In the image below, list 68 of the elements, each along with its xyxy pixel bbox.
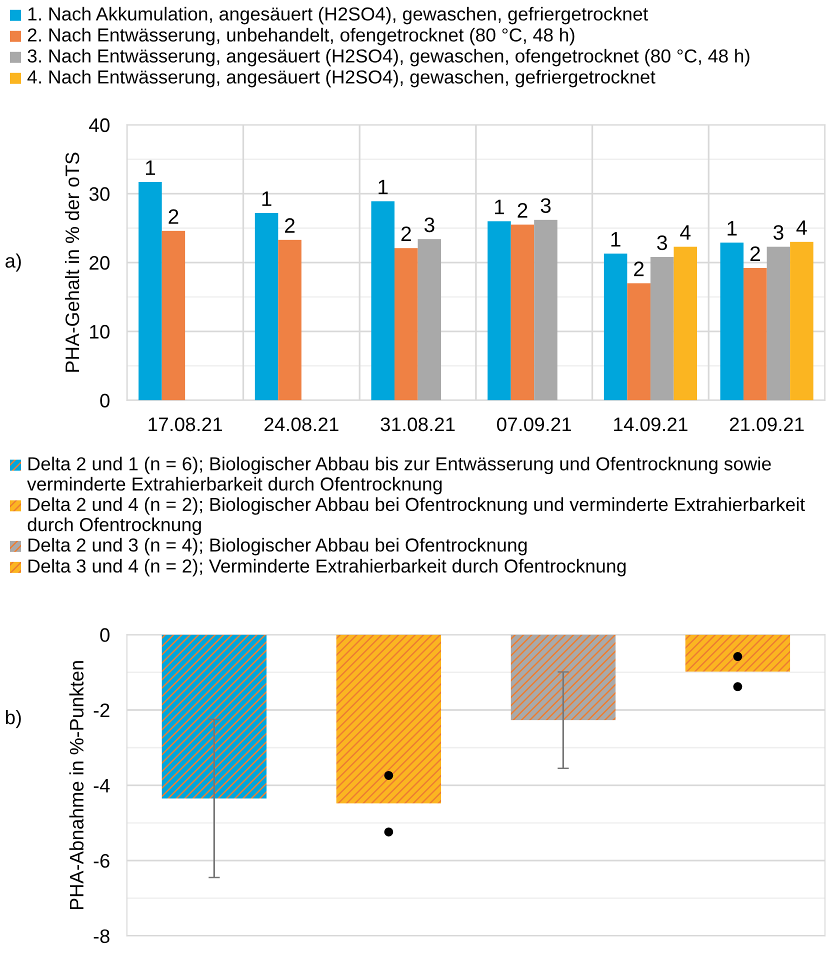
annotation: 2 <box>634 262 644 276</box>
point <box>384 827 394 836</box>
y-axis-title: PHA-Gehalt in % der oTS <box>64 152 80 372</box>
bar <box>744 268 767 400</box>
annotation: 1 <box>146 160 155 175</box>
bar <box>278 240 302 400</box>
annotation: 3 <box>657 235 667 250</box>
bar <box>766 246 790 400</box>
y-tick-label: 10 <box>90 324 110 339</box>
y-tick-label: 0 <box>100 394 110 408</box>
bar <box>604 254 628 400</box>
bar <box>674 246 697 400</box>
annotation: 2 <box>401 226 411 241</box>
legend-label: 1. Nach Akkumulation, angesäuert (H2SO4), gewaschen, gefriergetrocknet <box>28 6 648 24</box>
y-tick-label: -6 <box>94 854 110 868</box>
annotation: 1 <box>495 200 504 214</box>
bar <box>371 201 395 400</box>
text: b) <box>6 710 21 728</box>
y-tick-label: 0 <box>100 628 110 642</box>
bar <box>534 220 558 400</box>
annotation: 2 <box>285 218 295 233</box>
bar <box>790 242 814 400</box>
annotation: 3 <box>424 217 434 232</box>
bar <box>510 224 534 400</box>
bar <box>650 257 674 400</box>
bar <box>418 239 442 400</box>
annotation: 4 <box>796 220 807 235</box>
annotation: 4 <box>680 225 691 240</box>
x-tick-label: 24.08.21 <box>264 417 338 432</box>
y-tick-label: 40 <box>89 118 110 132</box>
legend-label: Delta 2 und 3 (n = 4); Biologischer Abbau bei Ofentrocknung <box>28 538 527 556</box>
annotation: 2 <box>168 209 178 224</box>
annotation: 3 <box>773 225 784 240</box>
annotation: 2 <box>750 246 760 261</box>
point <box>733 652 742 662</box>
x-tick-label: 21.09.21 <box>730 417 804 432</box>
annotation: 1 <box>378 180 388 194</box>
y-tick-label: -4 <box>94 778 110 792</box>
bar <box>488 221 511 400</box>
legend-label: Delta 3 und 4 (n = 2); Verminderte Extrahierbarkeit durch Ofentrocknung <box>28 558 626 576</box>
annotation: 3 <box>540 198 551 213</box>
bar <box>254 212 278 400</box>
annotation: 1 <box>262 192 272 206</box>
annotation: 1 <box>728 221 737 236</box>
y-axis-title: PHA-Abnahme in %-Punkten <box>69 661 84 910</box>
text: a) <box>6 253 21 272</box>
legend-label: 4. Nach Entwässerung, angesäuert (H2SO4), gewaschen, gefriergetrocknet <box>27 70 656 88</box>
point <box>733 682 742 692</box>
bar <box>627 283 650 400</box>
y-tick-label: -2 <box>94 703 110 718</box>
x-tick-label: 14.09.21 <box>614 417 688 432</box>
bar <box>138 182 162 400</box>
bar <box>162 230 186 400</box>
annotation: 1 <box>611 232 620 246</box>
legend-label: 3. Nach Entwässerung, angesäuert (H2SO4), gewaschen, ofengetrocknet (80 °C, 48 h) <box>28 48 750 66</box>
y-tick-label: -8 <box>94 929 110 944</box>
y-tick-label: 30 <box>89 187 110 201</box>
annotation: 2 <box>518 203 528 218</box>
legend-label: Delta 2 und 1 (n = 6); Biologischer Abbau bis zur Entwässerung und Ofentrocknung sowie verminderte Extrahierbarkeit durch Ofentrocknung <box>27 456 771 494</box>
x-tick-label: 07.09.21 <box>497 417 572 432</box>
x-tick-label: 31.08.21 <box>380 417 455 432</box>
bar <box>394 248 418 400</box>
bar <box>720 242 744 400</box>
y-tick-label: 20 <box>90 256 110 270</box>
x-tick-label: 17.08.21 <box>148 417 222 432</box>
legend-label: 2. Nach Entwässerung, unbehandelt, ofengetrocknet (80 °C, 48 h) <box>28 28 574 46</box>
point <box>384 770 394 780</box>
legend-label: Delta 2 und 4 (n = 2); Biologischer Abbau bei Ofentrocknung und verminderte Extrahierbarkeit durch Ofentrocknung <box>28 497 805 535</box>
